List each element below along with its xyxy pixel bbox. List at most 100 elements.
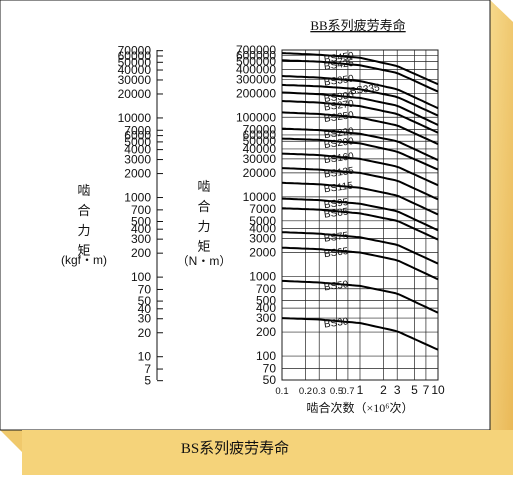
y-tick-label-nm: 100: [256, 349, 276, 363]
x-axis-label: 啮合次数（×10⁶次）: [307, 400, 414, 415]
y-tick-label-kgf: 3000: [124, 153, 151, 167]
y-tick-label-nm: 20000: [243, 166, 277, 180]
series-line-bs335: [282, 83, 438, 117]
x-tick-label: 0.2: [299, 386, 312, 397]
series-label-bs85: BS85: [323, 206, 349, 220]
y-tick-label-kgf: 1000: [124, 191, 151, 205]
series-label-bs50: BS50: [323, 279, 349, 293]
y-tick-label-nm: 3000: [249, 231, 276, 245]
y-tick-label-nm: 70: [263, 361, 277, 375]
y-tick-label-nm: 2000: [249, 245, 276, 259]
y-tick-label-kgf: 50: [138, 294, 152, 308]
grid-lines: [281, 49, 439, 381]
y-tick-label-kgf: 500: [131, 214, 151, 228]
series-line-bs115: [282, 181, 438, 216]
y-tick-label-nm: 200000: [236, 86, 276, 100]
series-line-bs135: [282, 167, 438, 201]
y-tick-label-kgf: 30: [138, 312, 152, 326]
x-tick-labels: 0.1 0.2 0.3 0.50.7 1 2 3 5 7 10: [275, 383, 445, 397]
series-line-bs200: [282, 137, 438, 171]
y-tick-label-kgf: 5: [144, 374, 151, 388]
series-label-bs250: BS250: [323, 110, 355, 125]
x-tick-label: 0.7: [341, 386, 354, 397]
y-tick-label-kgf: 20000: [118, 87, 152, 101]
y-tick-label-kgf: 700: [131, 203, 151, 217]
series-line-bs350: [282, 75, 438, 110]
y-label-nm: 啮合力矩 （N・m）: [177, 179, 232, 268]
y-tick-label-nm: 30000: [243, 152, 277, 166]
y-tick-label-nm: 1000: [249, 269, 276, 283]
y-tick-label-kgf: 100: [131, 270, 151, 284]
y-tick-label-kgf: 6000: [124, 129, 151, 143]
x-tick-label: 1: [357, 383, 364, 397]
y-tick-label-kgf: 40000: [118, 63, 152, 77]
y-label-kgf-text: 啮合力矩: [77, 183, 90, 258]
series-label-bs270: BS270: [323, 98, 355, 113]
y-tick-label-kgf: 50000: [118, 55, 152, 69]
series-label-bs300: BS300: [323, 90, 355, 105]
y-label-nm-unit: （N・m）: [177, 254, 232, 268]
series-label-bs135: BS135: [323, 165, 355, 180]
y-tick-label-nm: 400000: [236, 62, 276, 76]
series-label-bs350: BS350: [323, 73, 355, 88]
y-tick-label-kgf: 400: [131, 222, 151, 236]
y-tick-label-nm: 60000: [243, 128, 277, 142]
y-tick-label-kgf: 200: [131, 246, 151, 260]
x-tick-label: 10: [431, 383, 445, 397]
y-tick-label-nm: 500: [256, 293, 276, 307]
series-line-bs30: [282, 317, 438, 351]
series-line-bs300: [282, 91, 438, 126]
y-tick-label-nm: 7000: [249, 202, 276, 216]
y-tick-label-kgf: 300: [131, 232, 151, 246]
y-tick-label-nm: 500000: [236, 55, 276, 69]
y-tick-label-kgf: 70000: [118, 44, 152, 58]
series-label-bs95: BS95: [323, 197, 349, 211]
y-tick-label-kgf: 7000: [124, 123, 151, 137]
frame-right-face: [490, 0, 513, 475]
y-tick-label-kgf: 20: [138, 326, 152, 340]
series-line-bs75: [282, 231, 438, 265]
y-tick-label-kgf: 4000: [124, 143, 151, 157]
y-tick-label-nm: 300000: [236, 72, 276, 86]
x-tick-label: 5: [411, 383, 418, 397]
series-line-bs50: [282, 279, 438, 314]
y-tick-label-nm: 200: [256, 325, 276, 339]
series-label-bs75: BS75: [323, 230, 349, 244]
x-tick-label: 0.3: [313, 386, 326, 397]
series-line-bs85: [282, 207, 438, 241]
series-line-bs450: [282, 52, 438, 86]
series-label-bs200: BS200: [323, 136, 355, 151]
series-line-bs220: [282, 127, 438, 162]
y-tick-label-kgf: 2000: [124, 167, 151, 181]
y-tick-label-nm: 300: [256, 311, 276, 325]
y-tick-label-kgf: 70: [138, 282, 152, 296]
series-label-bs30: BS30: [323, 316, 349, 330]
y-tick-label-kgf: 40: [138, 302, 152, 316]
y-tick-label-nm: 50: [263, 373, 277, 387]
series-label-bs335: BS335: [349, 82, 381, 97]
x-tick-label: 2: [380, 383, 387, 397]
series-line-bs250: [282, 111, 438, 146]
y-tick-label-kgf: 10000: [118, 111, 152, 125]
series-label-bs450: BS450: [323, 51, 355, 66]
y-tick-label-nm: 70000: [243, 123, 277, 137]
y-label-kgf-unit: (kgf・m): [61, 253, 107, 267]
x-tick-label: 3: [394, 383, 401, 397]
bottom-caption: BS系列疲劳寿命: [181, 439, 289, 457]
series-label-bs425: BS425: [323, 58, 355, 73]
y-label-nm-text: 啮合力矩: [197, 179, 210, 254]
y-tick-label-kgf: 5000: [124, 135, 151, 149]
y-tick-label-kgf: 7: [144, 362, 151, 376]
x-tick-label: 0.1: [275, 386, 288, 397]
series-label-bs160: BS160: [323, 151, 355, 166]
series-line-bs65: [282, 246, 438, 281]
chart-title: BB系列疲劳寿命: [310, 18, 405, 33]
y-tick-label-kgf: 30000: [118, 73, 152, 87]
series-label-bs115: BS115: [323, 180, 354, 195]
y-tick-label-nm: 600000: [236, 48, 276, 62]
y-tick-label-nm: 50000: [243, 134, 277, 148]
